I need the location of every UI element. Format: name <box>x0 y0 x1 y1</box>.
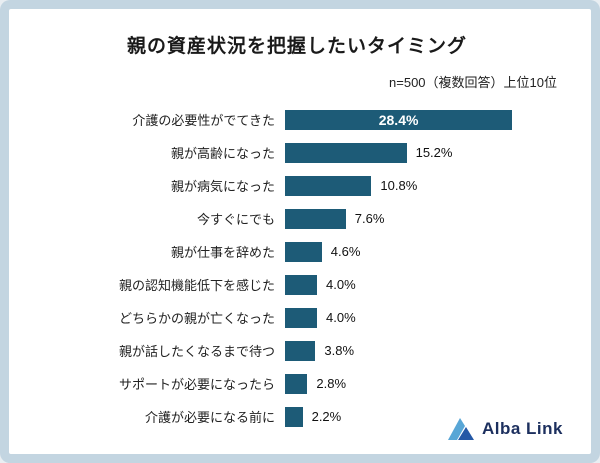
chart-row: 親が高齢になった 15.2% <box>23 136 571 169</box>
value-label: 7.6% <box>354 211 385 226</box>
value-label: 10.8% <box>380 178 418 193</box>
category-label: 介護が必要になる前に <box>144 410 275 425</box>
bar-area: 10.8% <box>285 169 571 202</box>
value-label: 2.2% <box>311 409 342 424</box>
category-label: 親の認知機能低下を感じた <box>118 278 275 293</box>
bar-area: 4.6% <box>285 235 571 268</box>
bar <box>285 373 308 394</box>
bar <box>285 307 317 328</box>
category-label: 親が話したくなるまで待つ <box>118 344 275 359</box>
bar-area: 2.8% <box>285 367 571 400</box>
bar <box>285 175 372 196</box>
bar-area: 7.6% <box>285 202 571 235</box>
category-label: 親が病気になった <box>170 179 275 194</box>
bar-area: 15.2% <box>285 136 571 169</box>
sample-note: n=500（複数回答）上位10位 <box>389 75 557 90</box>
chart-card: 親の資産状況を把握したいタイミング n=500（複数回答）上位10位 介護の必要… <box>9 9 591 454</box>
bar-area: 28.4% <box>285 103 571 136</box>
bar: 28.4% <box>285 109 513 130</box>
chart-row: 親が話したくなるまで待つ 3.8% <box>23 334 571 367</box>
value-label: 4.0% <box>326 277 356 292</box>
chart-row: 今すぐにでも 7.6% <box>23 202 571 235</box>
chart-row: 介護の必要性がでてきた 28.4% <box>23 103 571 136</box>
category-label: どちらかの親が亡くなった <box>118 311 275 326</box>
category-label: サポートが必要になったら <box>118 377 275 392</box>
category-label: 今すぐにでも <box>196 212 275 227</box>
category-label: 親が高齢になった <box>170 146 275 161</box>
chart-row: どちらかの親が亡くなった 4.0% <box>23 301 571 334</box>
bar <box>285 406 303 427</box>
bar <box>285 241 322 262</box>
chart-row: サポートが必要になったら 2.8% <box>23 367 571 400</box>
bar <box>285 208 346 229</box>
category-label: 親が仕事を辞めた <box>170 245 275 260</box>
category-label: 介護の必要性がでてきた <box>132 113 275 128</box>
value-label: 4.6% <box>330 244 361 259</box>
chart-title: 親の資産状況を把握したいタイミング <box>126 36 467 57</box>
alba-link-triangle-icon <box>447 418 474 440</box>
chart-row: 介護が必要になる前に 2.2% <box>23 400 571 433</box>
value-label: 15.2% <box>415 145 453 160</box>
value-label: 2.8% <box>316 376 347 391</box>
chart-row: 親の認知機能低下を感じた 4.0% <box>23 268 571 301</box>
bar <box>285 142 407 163</box>
bar-chart: 介護の必要性がでてきた 28.4% 親が高齢になった 15.2% 親が病気になった 10.… <box>23 103 571 433</box>
bar <box>285 274 317 295</box>
logo-text: Alba Link <box>481 419 563 438</box>
value-label: 28.4% <box>378 111 419 128</box>
value-label: 4.0% <box>326 310 356 325</box>
bar-area: 3.8% <box>285 334 571 367</box>
value-label: 3.8% <box>324 343 355 358</box>
chart-row: 親が仕事を辞めた 4.6% <box>23 235 571 268</box>
bar-area: 4.0% <box>285 268 571 301</box>
bar-area: 2.2% <box>285 400 571 433</box>
bar-area: 4.0% <box>285 301 571 334</box>
alba-link-logo: Alba Link <box>447 418 563 440</box>
chart-row: 親が病気になった 10.8% <box>23 169 571 202</box>
bar <box>285 340 316 361</box>
